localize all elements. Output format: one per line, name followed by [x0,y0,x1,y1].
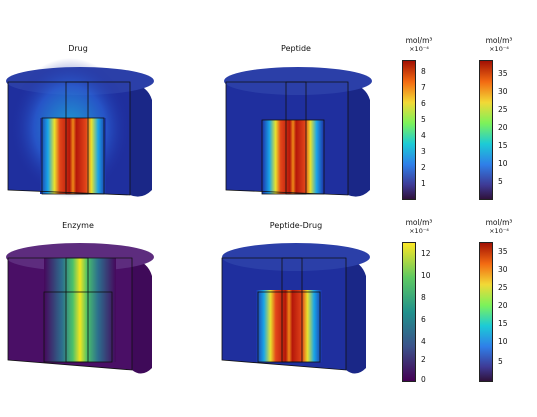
tick-label: 0 [421,375,426,384]
plot-title-enzyme: Enzyme [62,221,94,230]
tick-label: 1 [421,179,426,188]
tick-label: 35 [498,247,508,256]
tick-label: 5 [498,357,503,366]
tick-label: 6 [421,315,426,324]
tick-label: 5 [421,115,426,124]
tick-label: 5 [498,177,503,186]
colorbar-peptide-drug [479,242,493,382]
tick-label: 15 [498,319,508,328]
tick-label: 8 [421,293,426,302]
colorbar-peptide [479,60,493,200]
tick-label: 30 [498,265,508,274]
tick-label: 2 [421,163,426,172]
cylinder-peptide-drug [221,243,370,374]
tick-label: 10 [498,337,508,346]
colorbar-unit-drug: mol/m³ ×10⁻⁴ [405,36,433,53]
colorbar-drug [402,60,416,200]
tick-label: 3 [421,147,426,156]
tick-label: 12 [421,249,431,258]
plot-title-peptide-drug: Peptide-Drug [269,221,323,230]
tick-label: 25 [498,283,508,292]
colorbar-unit-peptide: mol/m³ ×10⁻⁴ [485,36,513,53]
tick-label: 4 [421,131,426,140]
colorbar-unit-enzyme: mol/m³ ×10⁻⁴ [405,218,433,235]
tick-label: 4 [421,337,426,346]
tick-label: 10 [498,159,508,168]
plot-title-drug: Drug [68,44,88,53]
tick-label: 20 [498,123,508,132]
cylinder-drug [6,58,154,198]
tick-label: 30 [498,87,508,96]
cylinder-enzyme [6,243,154,374]
tick-label: 25 [498,105,508,114]
tick-label: 6 [421,99,426,108]
cylinder-peptide [224,67,372,197]
tick-label: 20 [498,301,508,310]
tick-label: 35 [498,69,508,78]
colorbar-enzyme [402,242,416,382]
tick-label: 7 [421,83,426,92]
tick-label: 10 [421,271,431,280]
tick-label: 8 [421,67,426,76]
tick-label: 15 [498,141,508,150]
tick-label: 2 [421,355,426,364]
colorbar-unit-peptide-drug: mol/m³ ×10⁻⁴ [485,218,513,235]
plot-title-peptide: Peptide [281,44,311,53]
